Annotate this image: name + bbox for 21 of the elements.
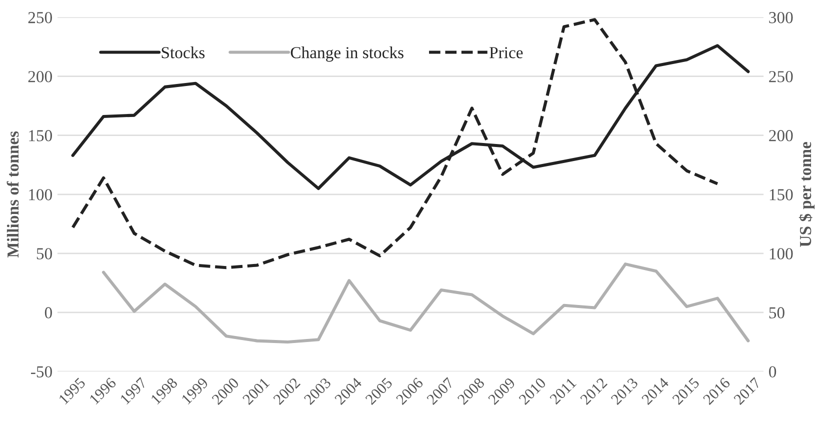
y-tick-label: 100 <box>29 189 52 200</box>
y2-tick-label: 200 <box>769 130 793 142</box>
legend-label: Price <box>490 47 523 58</box>
y2-tick-label: 100 <box>770 248 793 260</box>
y2-tick-label: 300 <box>769 12 793 24</box>
legend-label: Stocks <box>162 46 205 58</box>
y2-tick-label: 50 <box>769 307 784 318</box>
y2-tick-label: 250 <box>769 71 793 82</box>
y2-axis-title: US $ per tonne <box>798 142 815 247</box>
y-tick-label: 0 <box>44 307 52 318</box>
x-tick-label: 2011 <box>549 377 577 405</box>
y2-tick-label: 150 <box>770 189 793 200</box>
y-axis-title: Millions of tonnes <box>6 131 19 258</box>
y2-tick-label: 0 <box>769 366 776 378</box>
y-tick-label: 200 <box>28 71 52 82</box>
y-tick-label: -50 <box>31 366 52 378</box>
legend-label: Change in stocks <box>290 46 404 62</box>
y-tick-label: 250 <box>28 12 52 24</box>
y-tick-label: 150 <box>29 130 52 142</box>
y-tick-label: 50 <box>36 248 52 260</box>
line-series <box>102 262 750 344</box>
